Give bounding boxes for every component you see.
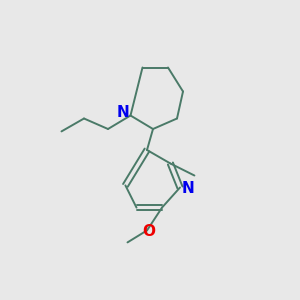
- Text: O: O: [142, 224, 155, 238]
- Text: N: N: [117, 105, 129, 120]
- Text: N: N: [182, 181, 195, 196]
